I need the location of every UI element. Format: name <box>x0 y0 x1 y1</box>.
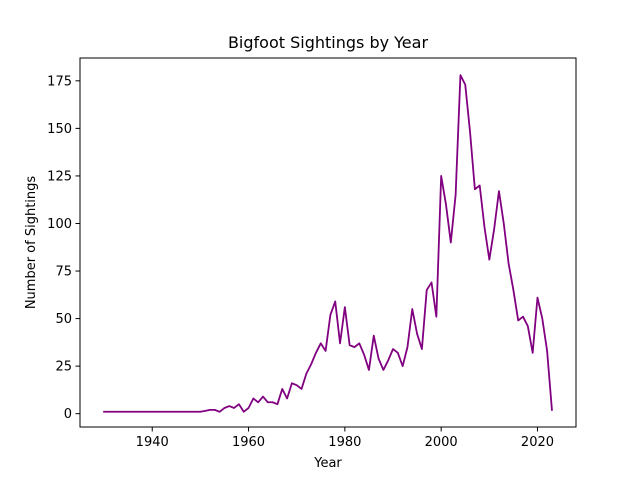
x-tick-label: 2000 <box>425 435 458 450</box>
y-tick-label: 175 <box>47 74 72 89</box>
x-axis-ticks: 1940 1960 1980 2000 2020 <box>136 427 554 450</box>
plot-frame <box>79 57 577 428</box>
y-tick-label: 0 <box>64 407 72 422</box>
y-tick-label: 50 <box>55 312 72 327</box>
x-tick-label: 1980 <box>328 435 361 450</box>
series-line-0 <box>103 74 553 413</box>
x-tick-label: 1960 <box>232 435 265 450</box>
y-axis-ticks: 0 25 50 75 100 125 150 175 <box>47 74 80 422</box>
x-tick-label: 2020 <box>521 435 554 450</box>
chart-title: Bigfoot Sightings by Year <box>228 33 428 52</box>
y-axis-label: Number of Sightings <box>24 176 39 310</box>
x-tick-label: 1940 <box>136 435 169 450</box>
y-tick-label: 100 <box>47 217 72 232</box>
y-tick-label: 150 <box>47 122 72 137</box>
y-tick-label: 25 <box>55 360 72 375</box>
plot-area <box>103 74 553 413</box>
x-axis-label: Year <box>313 456 342 471</box>
y-tick-label: 75 <box>55 265 72 280</box>
y-tick-label: 125 <box>47 169 72 184</box>
